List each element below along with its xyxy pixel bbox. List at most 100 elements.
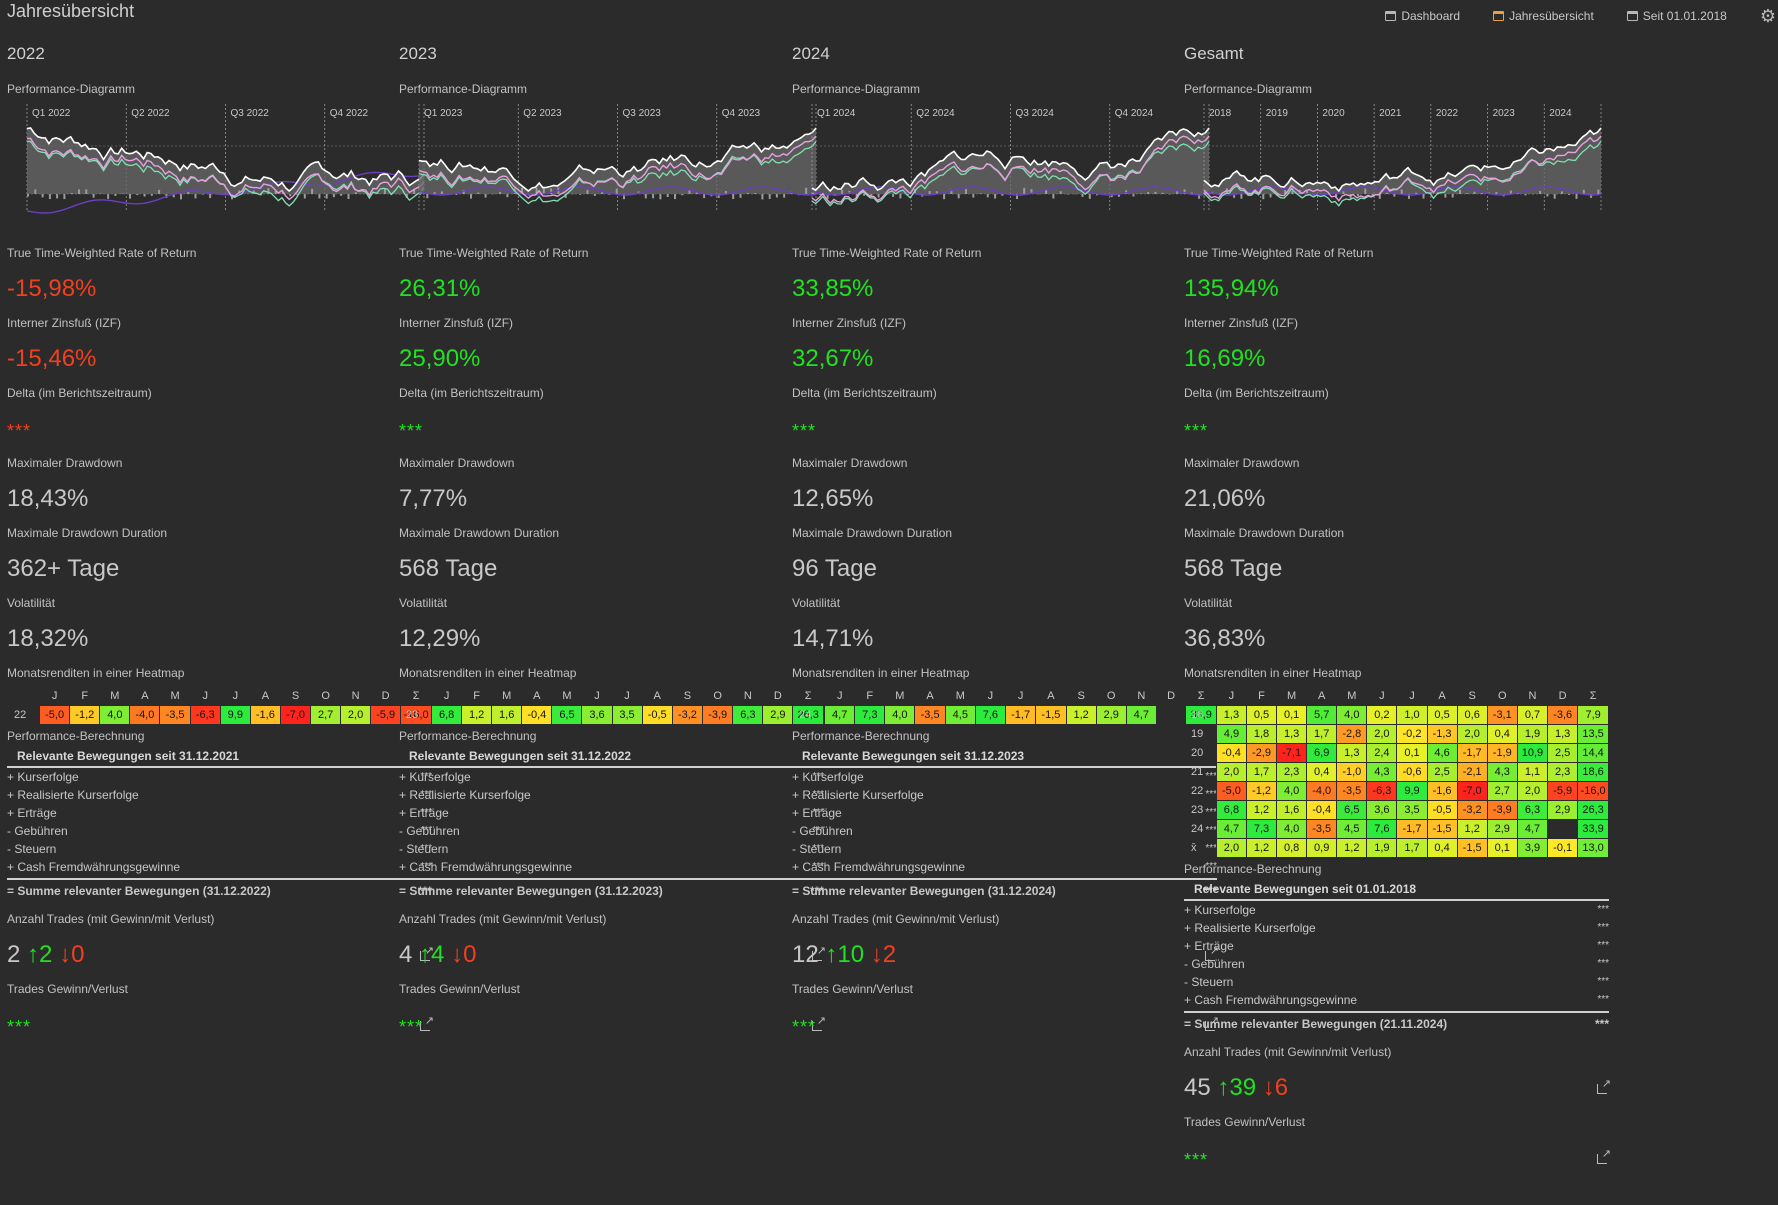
heatmap-month-header: S [1468, 689, 1476, 702]
heatmap-row: 22 -5,0 -1,2 4,0 -4,0 -3,5 -6,3 9,9 -1,6 -7,0 2,7 2… [1184, 780, 1609, 801]
heatmap-cell: 2,0 [1366, 723, 1398, 744]
heatmap-cell: 4,0 [884, 704, 916, 725]
trades-pl-label: Trades Gewinn/Verlust [7, 981, 128, 996]
heatmap-cell: 13,5 [1577, 723, 1609, 744]
heatmap-cell: 5,7 [1306, 704, 1338, 725]
trades-pl-row: *** [399, 1008, 826, 1042]
calc-sum-row: = Summe relevanter Bewegungen (31.12.202… [399, 877, 824, 902]
heatmap-cell: -1,0 [1336, 761, 1368, 782]
open-external-icon[interactable] [1597, 1147, 1611, 1164]
nav-dashboard-label: Dashboard [1401, 9, 1461, 23]
izf-label: Interner Zinsfuß (IZF) [792, 316, 907, 330]
trades-loss: ↓0 [59, 940, 85, 968]
calc-heading: Relevante Bewegungen seit 31.12.2021 [7, 746, 432, 768]
heatmap-row: 21 2,0 1,7 2,3 0,4 -1,0 4,3 -0,6 2,5 -2,1 4,3 1,1 2,… [1184, 761, 1609, 782]
heatmap-cell: -3,5 [159, 704, 191, 725]
open-external-icon[interactable] [420, 1014, 434, 1031]
heatmap-cell: 2,9 [1547, 799, 1579, 820]
calc-row-label: + Kurserfolge [1184, 902, 1256, 917]
calc-row-label: + Erträge [399, 805, 449, 820]
mdd-duration-value: 362+ Tage [7, 555, 120, 582]
calc-row-label: + Cash Fremdwährungsgewinne [7, 859, 181, 874]
heatmap-label: Monatsrenditen in einer Heatmap [792, 666, 970, 680]
delta-value: *** [399, 421, 424, 441]
mdd-duration-value: 568 Tage [1184, 555, 1283, 582]
heatmap-cell: 1,7 [1306, 723, 1338, 744]
heatmap-month-header: M [1287, 689, 1297, 702]
izf-label: Interner Zinsfuß (IZF) [1184, 316, 1299, 330]
ttwror-value: 135,94% [1184, 275, 1279, 302]
open-external-icon[interactable] [1205, 1014, 1219, 1031]
calc-row-value: *** [812, 770, 824, 782]
nav-dashboard[interactable]: Dashboard [1385, 9, 1460, 23]
heatmap-cell: -1,2 [69, 704, 101, 725]
calc-row-label: + Realisierte Kurserfolge [399, 787, 531, 802]
calc-row-label: - Steuern [7, 841, 57, 856]
heatmap-cell: 1,0 [1396, 704, 1428, 725]
izf-value: 16,69% [1184, 345, 1266, 372]
heatmap-cell: 4,9 [1215, 723, 1247, 744]
calc-row-label: - Steuern [792, 841, 842, 856]
trades-pl-row: *** [7, 1008, 434, 1042]
svg-text:Q4 2022: Q4 2022 [330, 108, 369, 119]
open-external-icon[interactable] [1205, 944, 1219, 961]
heatmap-row-label: 21 [1191, 765, 1204, 778]
calc-row: + Realisierte Kurserfolge *** [1184, 919, 1609, 937]
heatmap-cell: -7,1 [1276, 742, 1308, 763]
mdd-duration-label: Maximale Drawdown Duration [7, 526, 168, 540]
calc-sum-value: *** [1594, 1016, 1609, 1031]
heatmap-cell: 4,0 [1276, 780, 1308, 801]
nav-jahresuebersicht[interactable]: Jahresübersicht [1493, 9, 1594, 23]
monthly-heatmap: J F M A M J J A S O N D Σ 24 4,7 7,3 4,0 -3,5 4,5 7,6 -1,7 -1… [792, 687, 1217, 725]
open-external-icon[interactable] [1597, 1077, 1611, 1094]
open-external-icon[interactable] [812, 944, 826, 961]
nav-jahresuebersicht-label: Jahresübersicht [1509, 9, 1594, 23]
gear-icon[interactable]: ⚙ [1759, 5, 1776, 26]
heatmap-cell: 1,6 [1276, 799, 1308, 820]
calc-heading: Relevante Bewegungen seit 31.12.2023 [792, 746, 1217, 768]
calc-heading: Relevante Bewegungen seit 31.12.2022 [399, 746, 824, 768]
performance-chart[interactable]: Q1 2023 Q2 2023 Q3 2023 Q4 2023 [399, 101, 824, 236]
calc-row: + Erträge *** [7, 804, 432, 822]
heatmap-cell: -3,5 [1336, 780, 1368, 801]
heatmap-cell: 2,0 [1516, 780, 1549, 801]
heatmap-month-header: J [1017, 689, 1024, 702]
nav-period[interactable]: Seit 01.01.2018 [1626, 9, 1727, 23]
heatmap-cell: 0,4 [1426, 837, 1458, 858]
heatmap-cell: 0,1 [1396, 742, 1428, 763]
heatmap-cell: 2,5 [1426, 761, 1458, 782]
svg-text:2020: 2020 [1322, 108, 1345, 119]
heatmap-cell: 2,5 [1547, 742, 1579, 763]
svg-text:2023: 2023 [1493, 108, 1516, 119]
trades-value: 12 ↑10 ↓2 [792, 938, 896, 972]
heatmap-cell: 7,3 [1245, 818, 1278, 839]
calc-row-value: *** [1205, 806, 1217, 818]
performance-chart[interactable]: 2018 2019 2020 2021 2022 2023 2024 [1184, 101, 1609, 236]
svg-text:2024: 2024 [1549, 108, 1572, 119]
open-external-icon[interactable] [420, 944, 434, 961]
open-external-icon[interactable] [812, 1014, 826, 1031]
ttwror-label: True Time-Weighted Rate of Return [399, 246, 589, 260]
heatmap-cell: 6,8 [1215, 799, 1247, 820]
heatmap-cell: 1,3 [1547, 723, 1579, 744]
heatmap-cell: -1,7 [1456, 742, 1488, 763]
trades-pl-value: *** [7, 1016, 32, 1037]
heatmap-cell: -0,6 [1396, 761, 1428, 782]
trades-label: Anzahl Trades (mit Gewinn/mit Verlust) [7, 911, 215, 926]
performance-chart[interactable]: Q1 2022 Q2 2022 Q3 2022 Q4 2022 [7, 101, 432, 236]
ttwror-value: -15,98% [7, 275, 97, 302]
trades-value: 45 ↑39 ↓6 [1184, 1071, 1288, 1105]
heatmap-cell: -1,7 [1396, 818, 1428, 839]
heatmap-month-header: A [1318, 689, 1326, 702]
calc-row: + Erträge *** [399, 804, 824, 822]
heatmap-cell: -0,2 [1396, 723, 1428, 744]
trades-pl-label: Trades Gewinn/Verlust [792, 981, 913, 996]
heatmap-row: 23 6,8 1,2 1,6 -0,4 6,5 3,6 3,5 -0,5 -3,2 -3,9 6,3 2… [399, 704, 824, 725]
heatmap-row-label: 22 [1191, 784, 1204, 797]
delta-value: *** [7, 421, 32, 441]
performance-chart[interactable]: Q1 2024 Q2 2024 Q3 2024 Q4 2024 [792, 101, 1217, 236]
svg-text:Q4 2024: Q4 2024 [1115, 108, 1154, 119]
performance-chart-label: Performance-Diagramm [7, 82, 136, 96]
heatmap-row: 23 6,8 1,2 1,6 -0,4 6,5 3,6 3,5 -0,5 -3,2 -3,9 6,3 2… [1184, 799, 1609, 820]
calc-row-label: + Erträge [1184, 938, 1234, 953]
